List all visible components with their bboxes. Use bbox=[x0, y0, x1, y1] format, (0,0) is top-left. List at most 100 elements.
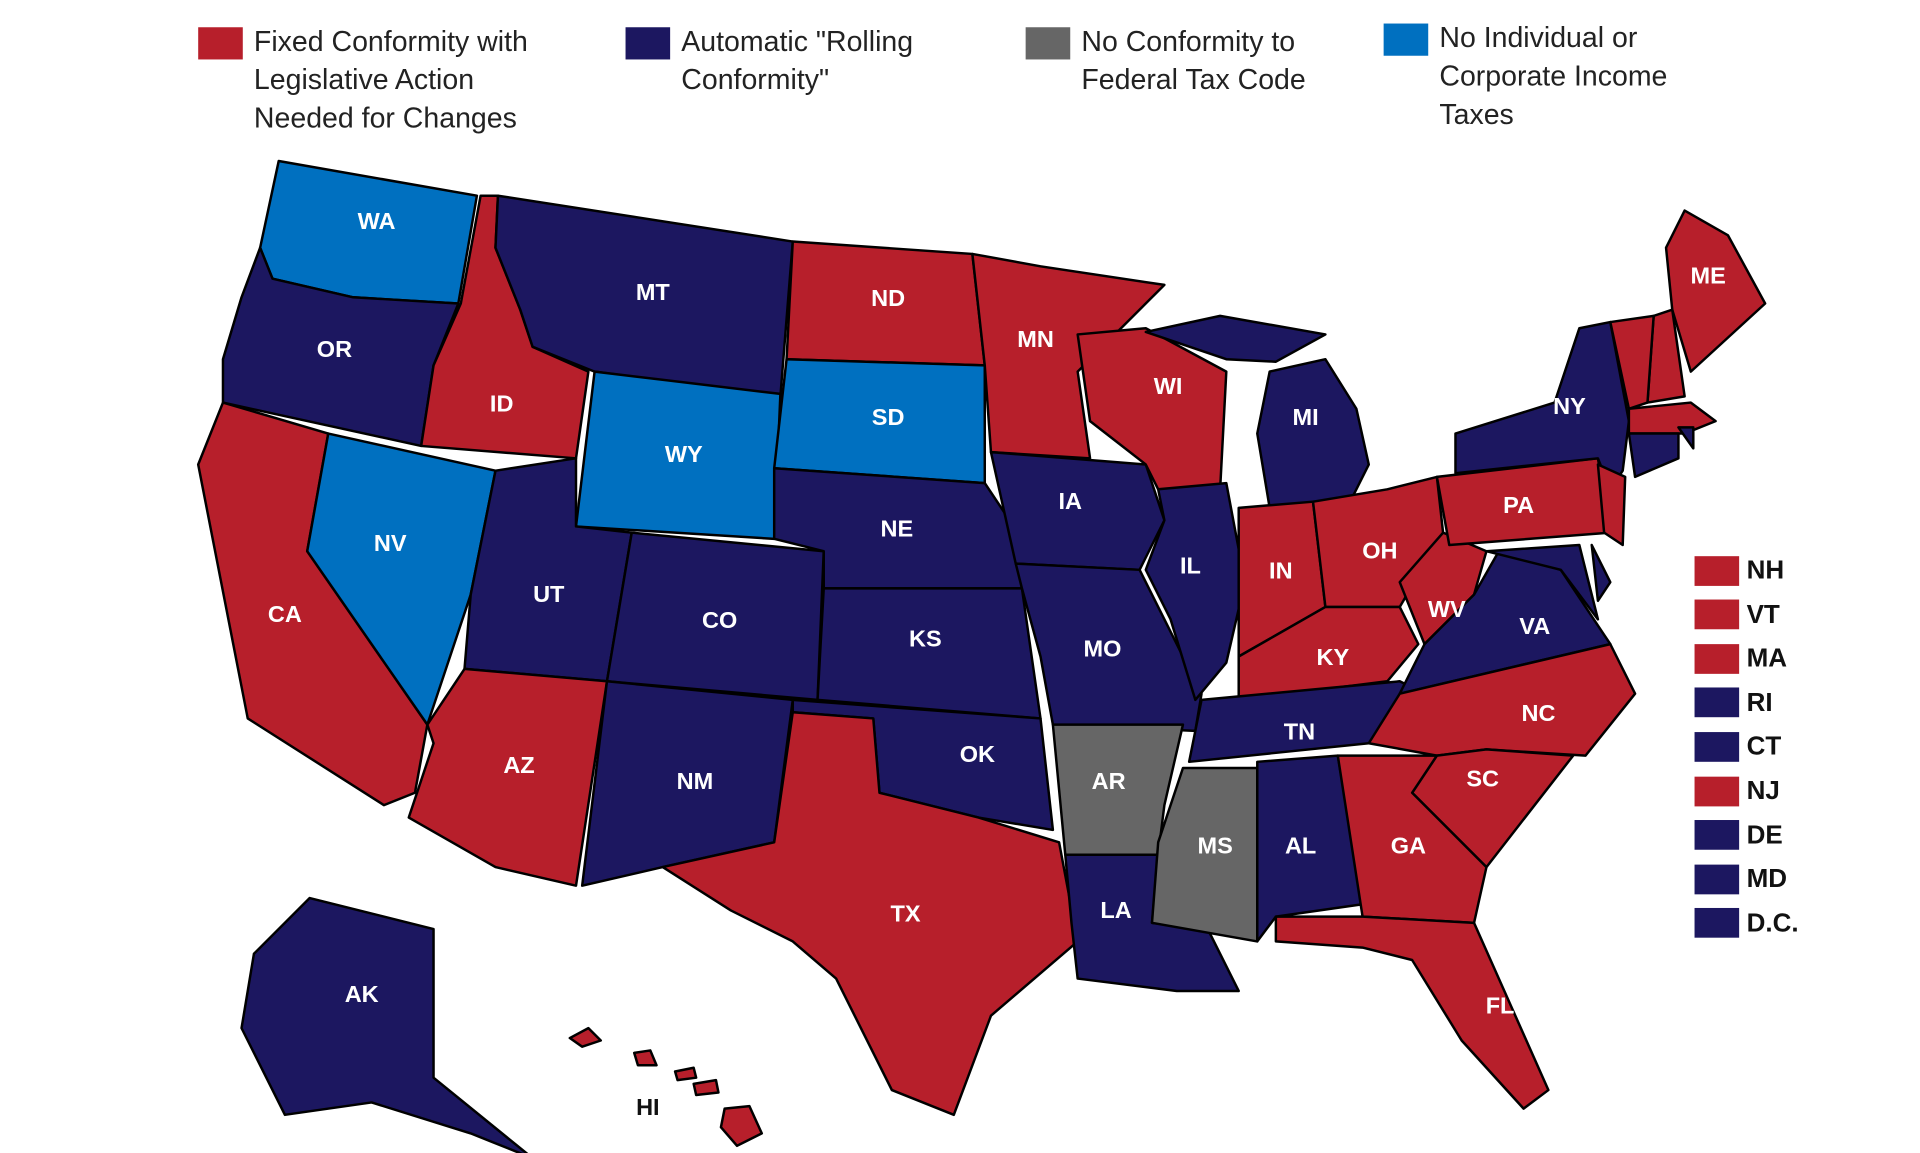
state-label: MT bbox=[636, 279, 671, 305]
state-shape bbox=[1144, 481, 1247, 702]
legend-item: Automatic "Rolling Conformity" bbox=[625, 22, 960, 99]
state-label: SD bbox=[872, 404, 905, 430]
small-state-label: DE bbox=[1746, 820, 1783, 850]
small-state-label: NJ bbox=[1746, 776, 1780, 806]
legend-swatch bbox=[625, 27, 671, 60]
legend-label: No Individual or Corporate Income Taxes bbox=[1439, 21, 1668, 131]
legend-swatch bbox=[198, 27, 243, 60]
legend-item: No Individual or Corporate Income Taxes bbox=[1383, 19, 1706, 134]
state-label: AK bbox=[345, 981, 379, 1007]
legend-item: Fixed Conformity with Legislative Action… bbox=[198, 22, 570, 137]
state-label: AR bbox=[1092, 768, 1126, 794]
legend-item: No Conformity to Federal Tax Code bbox=[1025, 22, 1342, 99]
state-shape bbox=[1677, 426, 1695, 450]
small-state-label: VT bbox=[1746, 600, 1780, 629]
small-state-swatch bbox=[1694, 731, 1740, 762]
small-state-item: DE bbox=[1694, 816, 1783, 854]
small-state-swatch bbox=[1694, 643, 1740, 674]
state-shape bbox=[1590, 543, 1612, 603]
state-label: ND bbox=[871, 285, 905, 311]
state-label: CA bbox=[268, 601, 302, 627]
state-label: FL bbox=[1486, 992, 1515, 1018]
state-label: TN bbox=[1284, 719, 1315, 745]
small-state-swatch bbox=[1694, 776, 1740, 806]
state-shape bbox=[1485, 543, 1600, 621]
state-label: NE bbox=[880, 515, 913, 541]
small-state-label: RI bbox=[1746, 688, 1773, 717]
state-label: IN bbox=[1269, 557, 1293, 583]
small-state-label: MA bbox=[1746, 644, 1788, 673]
state-label: ME bbox=[1691, 263, 1726, 289]
state-label: MS bbox=[1198, 832, 1233, 858]
state-label: IL bbox=[1180, 553, 1201, 579]
state-shape bbox=[1256, 754, 1364, 943]
legend-label: No Conformity to Federal Tax Code bbox=[1081, 24, 1306, 96]
small-state-item: NH bbox=[1694, 551, 1785, 589]
state-label: OK bbox=[960, 741, 995, 767]
state-label: ID bbox=[490, 390, 514, 416]
state-label: NV bbox=[374, 530, 407, 556]
state-label: AZ bbox=[503, 752, 534, 778]
state-shape bbox=[1274, 915, 1550, 1110]
state-label: WI bbox=[1154, 373, 1183, 399]
legend-swatch bbox=[1383, 23, 1429, 56]
state-shape bbox=[305, 432, 497, 726]
state-label: OR bbox=[317, 336, 352, 362]
state-label: MO bbox=[1083, 636, 1121, 662]
state-label: CO bbox=[702, 607, 737, 633]
state-shape bbox=[1609, 314, 1655, 411]
state-shape bbox=[816, 587, 1042, 720]
state-shape bbox=[1596, 463, 1627, 547]
state-label: NC bbox=[1521, 700, 1555, 726]
state-shape bbox=[1664, 209, 1767, 373]
state-label: IA bbox=[1058, 488, 1082, 514]
legend-swatch bbox=[1025, 27, 1071, 60]
state-label: WV bbox=[1428, 596, 1466, 622]
state-label: SC bbox=[1466, 766, 1499, 792]
small-state-swatch bbox=[1694, 687, 1740, 718]
state-label: WA bbox=[358, 208, 396, 234]
small-state-swatch bbox=[1694, 599, 1740, 630]
state-shape bbox=[1627, 432, 1680, 479]
small-state-item: NJ bbox=[1694, 772, 1780, 810]
small-state-label: NH bbox=[1746, 556, 1785, 585]
small-state-item: RI bbox=[1694, 684, 1773, 722]
legend-label: Automatic "Rolling Conformity" bbox=[681, 24, 914, 96]
state-shape bbox=[661, 711, 1079, 1117]
state-label: NM bbox=[677, 768, 714, 794]
state-shape bbox=[240, 896, 529, 1153]
small-state-item: VT bbox=[1694, 595, 1780, 633]
small-state-swatch bbox=[1694, 864, 1740, 894]
small-state-item: MD bbox=[1694, 860, 1788, 898]
state-label: AL bbox=[1285, 832, 1316, 858]
state-label: MI bbox=[1293, 404, 1319, 430]
state-shape bbox=[989, 450, 1166, 572]
state-label: MN bbox=[1017, 326, 1054, 352]
state-shape bbox=[1144, 314, 1371, 516]
state-label: VA bbox=[1519, 613, 1550, 639]
small-state-swatch bbox=[1694, 820, 1740, 850]
state-shape bbox=[568, 1026, 764, 1148]
small-state-item: MA bbox=[1694, 639, 1788, 677]
state-shape bbox=[1398, 531, 1488, 646]
state-label: KY bbox=[1317, 644, 1350, 670]
state-label: UT bbox=[533, 581, 565, 607]
state-shape bbox=[1150, 766, 1259, 943]
state-label: TX bbox=[890, 901, 920, 927]
small-state-label: D.C. bbox=[1746, 908, 1799, 938]
state-label: PA bbox=[1503, 492, 1534, 518]
small-state-label: MD bbox=[1746, 864, 1788, 894]
small-state-label: CT bbox=[1746, 732, 1782, 762]
state-shape bbox=[1454, 320, 1631, 491]
state-label: GA bbox=[1391, 832, 1426, 858]
state-shape bbox=[971, 252, 1166, 460]
small-state-item: D.C. bbox=[1694, 904, 1799, 942]
small-state-swatch bbox=[1694, 555, 1740, 586]
state-label: LA bbox=[1100, 897, 1131, 923]
state-label: OH bbox=[1362, 538, 1397, 564]
state-label: NY bbox=[1553, 393, 1586, 419]
state-label: HI bbox=[636, 1094, 660, 1120]
